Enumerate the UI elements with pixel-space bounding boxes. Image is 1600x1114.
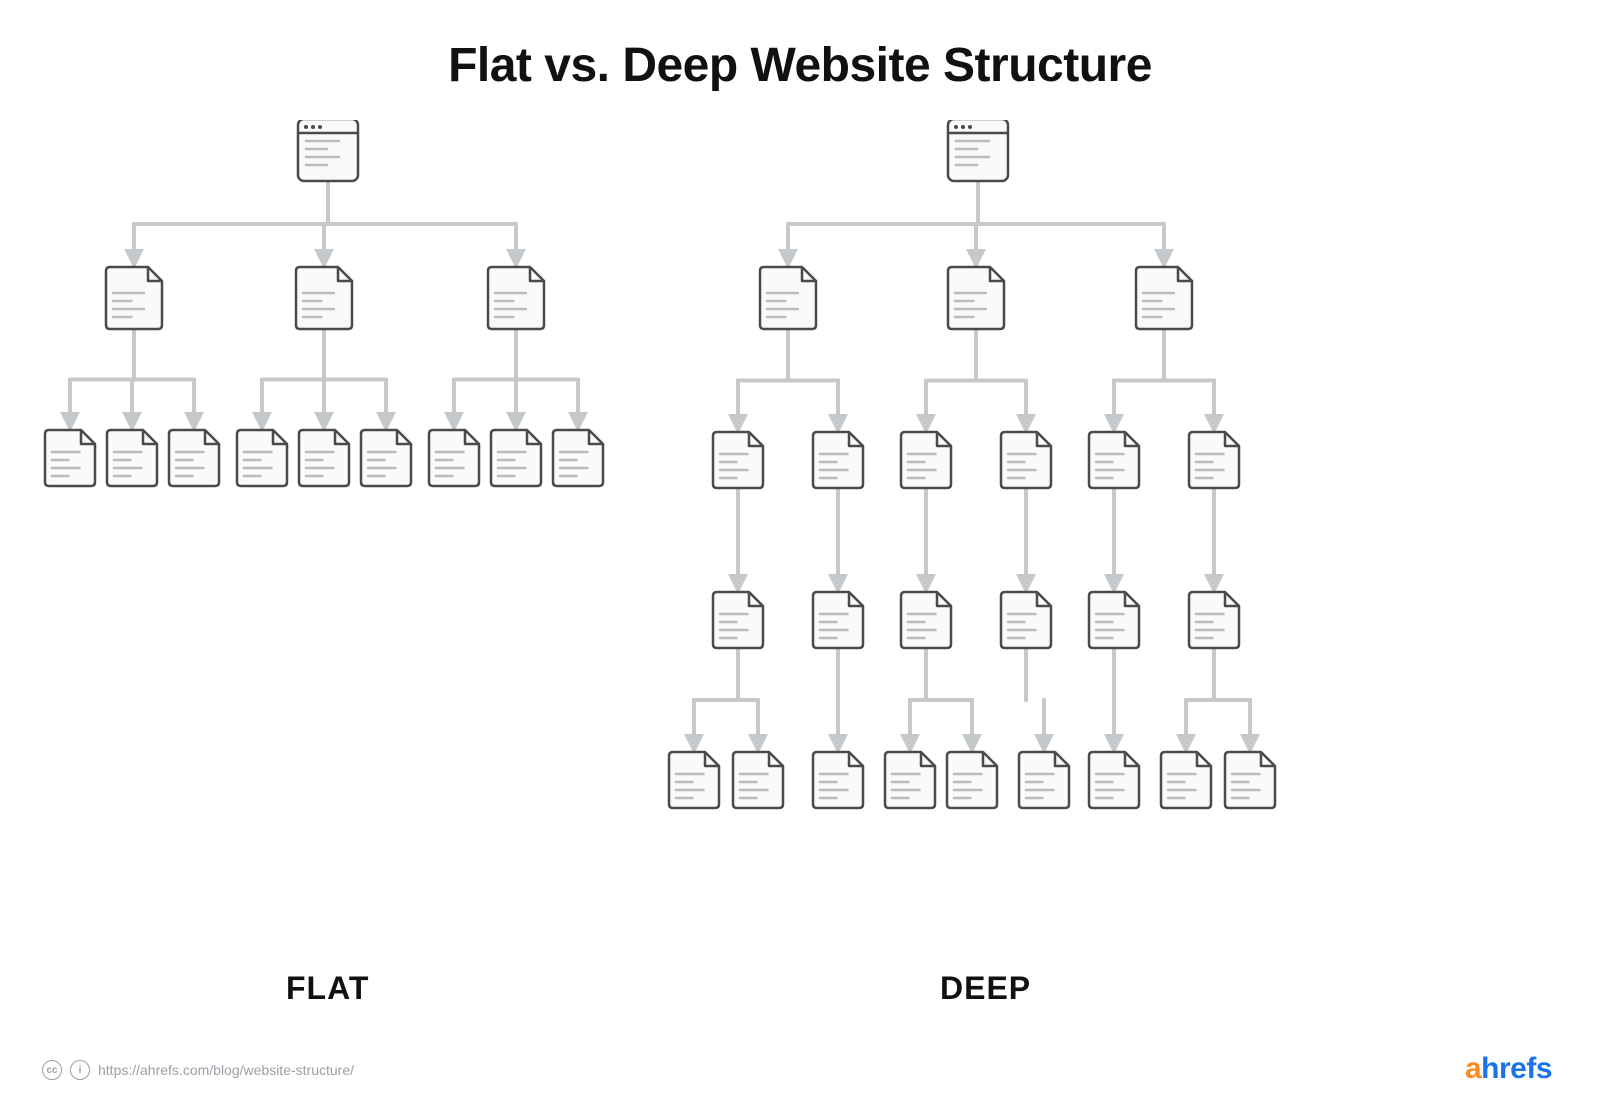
- flat-label: FLAT: [286, 970, 369, 1007]
- brand-first-letter: a: [1465, 1052, 1481, 1085]
- page-title: Flat vs. Deep Website Structure: [0, 38, 1600, 93]
- attribution-footer: cc i https://ahrefs.com/blog/website-str…: [42, 1060, 354, 1080]
- brand-rest: hrefs: [1481, 1052, 1552, 1085]
- brand-logo: ahrefs: [1465, 1052, 1552, 1086]
- cc-icon: cc: [42, 1060, 62, 1080]
- infographic-canvas: Flat vs. Deep Website Structure FLAT DEE…: [0, 0, 1600, 1114]
- by-icon: i: [70, 1060, 90, 1080]
- structure-diagram: [0, 120, 1600, 1020]
- source-url: https://ahrefs.com/blog/website-structur…: [98, 1062, 354, 1078]
- deep-label: DEEP: [940, 970, 1031, 1007]
